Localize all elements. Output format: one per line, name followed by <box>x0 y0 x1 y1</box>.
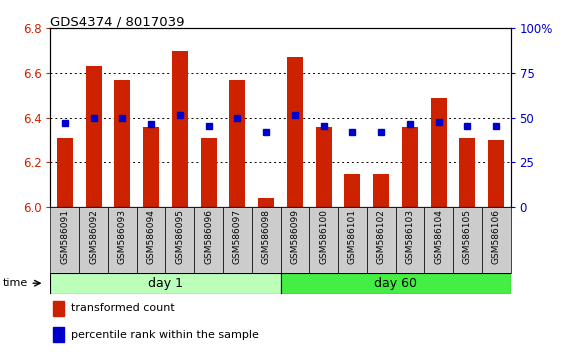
Bar <box>258 198 274 207</box>
Text: GSM586102: GSM586102 <box>376 209 385 264</box>
Bar <box>143 127 159 207</box>
FancyBboxPatch shape <box>280 273 511 294</box>
Text: GSM586106: GSM586106 <box>491 209 500 264</box>
FancyBboxPatch shape <box>108 207 137 273</box>
Bar <box>316 127 332 207</box>
FancyBboxPatch shape <box>50 273 280 294</box>
Bar <box>201 138 217 207</box>
FancyBboxPatch shape <box>252 207 280 273</box>
Bar <box>402 127 418 207</box>
FancyBboxPatch shape <box>424 207 453 273</box>
Text: percentile rank within the sample: percentile rank within the sample <box>71 330 259 339</box>
Text: GSM586098: GSM586098 <box>261 209 270 264</box>
Text: GSM586100: GSM586100 <box>319 209 328 264</box>
Bar <box>373 173 389 207</box>
Bar <box>57 138 73 207</box>
Bar <box>86 66 102 207</box>
FancyBboxPatch shape <box>280 207 309 273</box>
Bar <box>431 98 447 207</box>
FancyBboxPatch shape <box>223 207 252 273</box>
Text: GSM586095: GSM586095 <box>176 209 185 264</box>
Bar <box>344 173 360 207</box>
Bar <box>287 57 303 207</box>
Text: GSM586096: GSM586096 <box>204 209 213 264</box>
Text: GSM586091: GSM586091 <box>61 209 70 264</box>
FancyBboxPatch shape <box>137 207 165 273</box>
Text: transformed count: transformed count <box>71 303 175 313</box>
Text: day 60: day 60 <box>374 277 417 290</box>
Text: GSM586103: GSM586103 <box>406 209 415 264</box>
Text: GDS4374 / 8017039: GDS4374 / 8017039 <box>50 16 185 29</box>
Bar <box>488 140 504 207</box>
FancyBboxPatch shape <box>309 207 338 273</box>
Text: GSM586093: GSM586093 <box>118 209 127 264</box>
FancyBboxPatch shape <box>194 207 223 273</box>
Bar <box>172 51 188 207</box>
Text: GSM586099: GSM586099 <box>291 209 300 264</box>
FancyBboxPatch shape <box>482 207 511 273</box>
FancyBboxPatch shape <box>367 207 396 273</box>
FancyBboxPatch shape <box>453 207 482 273</box>
FancyBboxPatch shape <box>79 207 108 273</box>
Text: GSM586097: GSM586097 <box>233 209 242 264</box>
Text: day 1: day 1 <box>148 277 183 290</box>
Text: GSM586105: GSM586105 <box>463 209 472 264</box>
FancyBboxPatch shape <box>338 207 367 273</box>
FancyBboxPatch shape <box>165 207 194 273</box>
Bar <box>114 80 130 207</box>
FancyBboxPatch shape <box>396 207 424 273</box>
FancyBboxPatch shape <box>50 207 79 273</box>
Text: GSM586104: GSM586104 <box>434 209 443 264</box>
Text: time: time <box>3 278 28 288</box>
Bar <box>229 80 245 207</box>
Text: GSM586092: GSM586092 <box>89 209 98 264</box>
Text: GSM586094: GSM586094 <box>146 209 155 264</box>
Bar <box>459 138 475 207</box>
Text: GSM586101: GSM586101 <box>348 209 357 264</box>
Bar <box>53 301 65 316</box>
Bar <box>53 327 65 342</box>
